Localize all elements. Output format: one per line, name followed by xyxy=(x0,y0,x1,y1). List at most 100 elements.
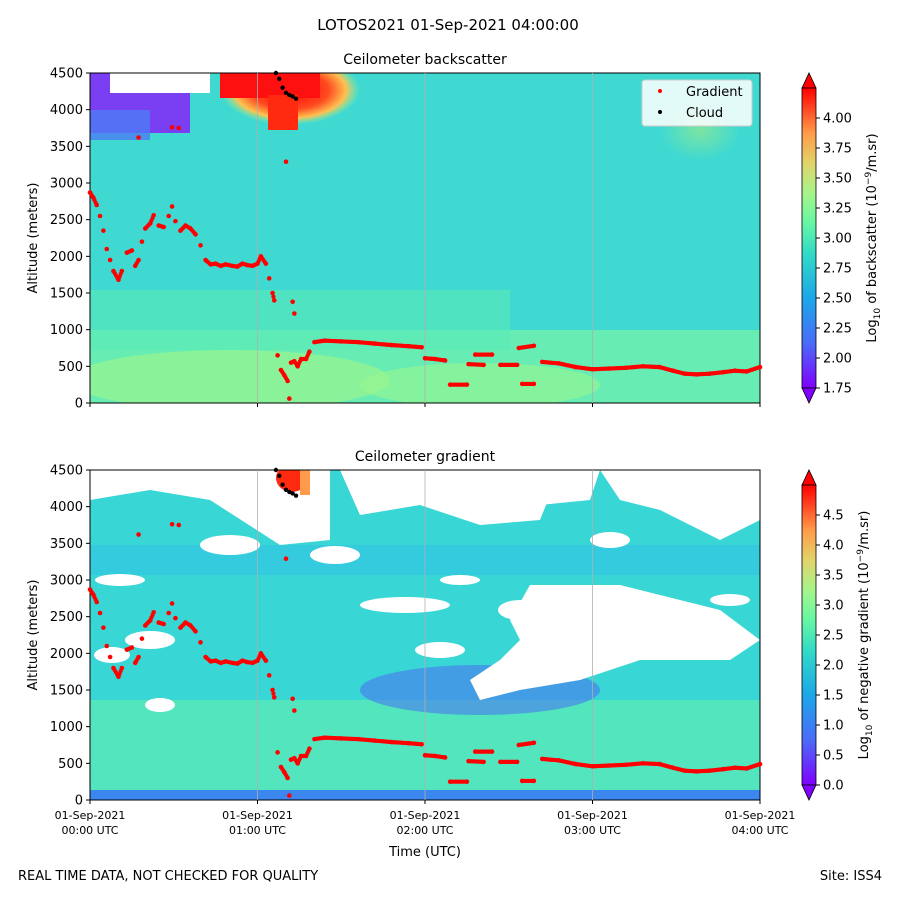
gradient-point xyxy=(283,556,289,562)
colorbar-tick-label: 3.25 xyxy=(823,202,852,217)
colorbar-top-extend xyxy=(801,72,817,89)
y-tick-label: 4500 xyxy=(50,464,83,479)
backscatter-points xyxy=(87,70,763,401)
gradient-point xyxy=(306,352,311,357)
colorbar-tick-label: 3.00 xyxy=(823,232,852,247)
gradient-ylabel: Altitude (meters) xyxy=(26,580,41,691)
gradient-point xyxy=(271,294,276,299)
gradient-point xyxy=(262,656,267,661)
gradient-point xyxy=(284,773,289,779)
gradient-point xyxy=(198,640,203,645)
gradient-point xyxy=(97,213,103,219)
y-tick-label: 4000 xyxy=(50,500,83,515)
gradient-point xyxy=(266,673,272,678)
gradient-point xyxy=(266,276,272,281)
gradient-point xyxy=(93,200,98,205)
y-tick-label: 500 xyxy=(58,757,83,772)
gradient-point xyxy=(139,636,145,641)
gradient-point xyxy=(104,246,110,252)
gradient-colorbar: 0.0 0.5 1.0 1.5 2.0 2.5 3.0 3.5 4.0 4.5 Log10 of … xyxy=(801,469,875,801)
gradient-point xyxy=(90,193,95,199)
y-tick-label: 3000 xyxy=(50,574,83,589)
y-tick-label: 4000 xyxy=(50,103,83,118)
gradient-point xyxy=(160,621,165,626)
legend-cloud-label: Cloud xyxy=(686,106,723,121)
gradient-point xyxy=(150,612,155,618)
colorbar-tick-label: 4.5 xyxy=(823,509,844,524)
backscatter-ylabel: Altitude (meters) xyxy=(26,183,41,294)
gradient-point xyxy=(418,345,423,350)
gradient-point xyxy=(97,610,103,616)
gradient-point xyxy=(513,362,518,367)
gradient-point xyxy=(254,659,259,664)
colorbar-tick-label: 4.00 xyxy=(823,112,852,127)
gradient-point xyxy=(290,696,295,702)
x-tick-label-time: 02:00 UTC xyxy=(396,824,453,837)
colorbar-tick-label: 3.5 xyxy=(823,569,844,584)
gradient-point xyxy=(275,750,280,755)
gradient-point xyxy=(135,259,140,265)
y-tick-label: 3500 xyxy=(50,140,83,155)
gradient-point xyxy=(463,382,468,387)
colorbar-ticks: 1.75 2.00 2.25 2.50 2.75 3.00 3.25 3.50 3.75 4.00 xyxy=(816,112,852,397)
gradient-point xyxy=(169,124,175,130)
gradient-point xyxy=(169,204,175,209)
x-tick-label-time: 01:00 UTC xyxy=(229,824,286,837)
colorbar-tick-label: 2.75 xyxy=(823,262,852,277)
gradient-point xyxy=(101,625,106,630)
cloud-point xyxy=(293,493,299,498)
y-tick-label: 1500 xyxy=(50,287,83,302)
gradient-point xyxy=(441,755,446,760)
cloud-point xyxy=(290,491,295,496)
gradient-point xyxy=(176,522,182,528)
gradient-point xyxy=(166,213,172,219)
gradient-point xyxy=(488,352,493,357)
colorbar-tick-label: 2.0 xyxy=(823,659,844,674)
backscatter-grid xyxy=(257,73,593,403)
gradient-point xyxy=(271,298,277,303)
gradient-point xyxy=(93,597,98,602)
gradient-point xyxy=(169,601,175,606)
gradient-point xyxy=(135,656,140,662)
gradient-point xyxy=(292,311,297,316)
y-tick-label: 0 xyxy=(75,794,83,809)
gradient-point xyxy=(480,759,485,764)
cloud-point xyxy=(290,94,295,99)
gradient-grid xyxy=(257,470,593,800)
x-tick-label-time: 04:00 UTC xyxy=(731,824,788,837)
backscatter-colorbar: 1.75 2.00 2.25 2.50 2.75 3.00 3.25 3.50 3.75 4.00… xyxy=(801,72,883,404)
gradient-point xyxy=(271,695,277,700)
gradient-point xyxy=(513,759,518,764)
gradient-point xyxy=(160,224,165,229)
gradient-point xyxy=(287,793,292,798)
gradient-point xyxy=(283,159,289,165)
colorbar-ticks: 0.0 0.5 1.0 1.5 2.0 2.5 3.0 3.5 4.0 4.5 xyxy=(816,509,844,794)
gradient-point xyxy=(101,228,106,233)
x-tick-label-date: 01-Sep-2021 xyxy=(55,809,126,822)
legend: Gradient Cloud xyxy=(641,79,753,127)
cloud-point xyxy=(277,473,282,479)
gradient-point xyxy=(169,521,175,527)
gradient-point xyxy=(287,396,292,401)
gradient-point xyxy=(275,353,280,358)
gradient-point xyxy=(271,691,276,696)
backscatter-panel: Ceilometer backscatter 0 500 1000 1500 2000 2… xyxy=(26,52,883,412)
backscatter-xaxis xyxy=(89,403,761,407)
gradient-points xyxy=(87,467,763,798)
y-tick-label: 1000 xyxy=(50,323,83,338)
gradient-point xyxy=(90,590,95,596)
x-tick-label-date: 01-Sep-2021 xyxy=(390,809,461,822)
gradient-point xyxy=(480,362,485,367)
cloud-point xyxy=(287,489,292,495)
gradient-point xyxy=(107,257,113,263)
colorbar-top-extend xyxy=(801,469,817,486)
gradient-point xyxy=(262,259,267,264)
gradient-point xyxy=(139,239,145,244)
y-tick-label: 500 xyxy=(58,360,83,375)
quality-disclaimer: REAL TIME DATA, NOT CHECKED FOR QUALITY xyxy=(18,869,319,884)
gradient-point xyxy=(530,740,535,746)
gradient-point xyxy=(173,615,178,621)
colorbar-tick-label: 3.50 xyxy=(823,172,852,187)
y-tick-label: 2500 xyxy=(50,610,83,625)
